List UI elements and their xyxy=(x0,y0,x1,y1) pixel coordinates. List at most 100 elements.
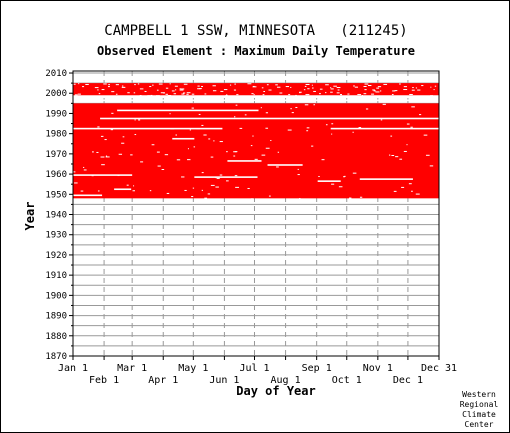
missing-day-speck xyxy=(226,180,229,182)
credit-line-2: Regional xyxy=(459,400,499,409)
missing-day-speck xyxy=(391,94,394,96)
x-tick-label-top: Dec 31 xyxy=(421,363,457,374)
missing-day-speck xyxy=(307,88,310,90)
missing-day-speck xyxy=(330,91,333,93)
missing-day-speck xyxy=(138,119,141,121)
missing-day-speck xyxy=(155,95,160,97)
missing-day-speck xyxy=(82,86,85,88)
missing-day-speck xyxy=(216,177,220,179)
missing-day-speck xyxy=(165,93,168,95)
missing-day-speck xyxy=(295,94,297,96)
missing-day-speck xyxy=(265,127,269,129)
chart-title: CAMPBELL 1 SSW, MINNESOTA (211245) xyxy=(104,23,408,39)
missing-day-speck xyxy=(118,153,123,155)
missing-day-speck xyxy=(276,166,279,168)
missing-day-speck xyxy=(251,93,254,95)
missing-day-speck xyxy=(74,182,78,184)
missing-day-speck xyxy=(219,141,223,143)
missing-day-speck xyxy=(336,87,341,89)
missing-day-speck xyxy=(279,92,283,94)
missing-day-speck xyxy=(306,130,309,132)
missing-day-speck xyxy=(74,94,78,96)
missing-day-speck xyxy=(73,83,76,85)
missing-day-speck xyxy=(149,190,152,192)
missing-day-speck xyxy=(247,187,250,189)
missing-day-speck xyxy=(409,94,413,96)
missing-day-speck xyxy=(383,83,388,85)
missing-day-speck xyxy=(204,197,208,199)
y-axis-label: Year xyxy=(23,201,37,231)
missing-day-speck xyxy=(167,95,172,97)
missing-day-speck xyxy=(149,86,152,88)
missing-day-speck xyxy=(193,146,196,148)
missing-day-speck xyxy=(411,89,415,91)
missing-day-speck xyxy=(156,151,160,153)
missing-day-speck xyxy=(406,144,408,146)
missing-day-speck xyxy=(198,113,201,115)
missing-day-speck xyxy=(429,165,434,167)
missing-day-speck xyxy=(318,176,320,178)
missing-day-speck xyxy=(197,88,201,90)
missing-day-speck xyxy=(150,94,153,96)
missing-day-speck xyxy=(361,95,364,97)
missing-day-speck xyxy=(371,93,375,95)
missing-day-speck xyxy=(210,184,215,186)
missing-day-speck xyxy=(97,190,100,192)
credit-line-3: Climate xyxy=(462,410,496,419)
missing-day-speck xyxy=(261,87,264,89)
missing-day-speck xyxy=(260,107,262,109)
missing-day-speck xyxy=(229,84,232,86)
missing-day-speck xyxy=(250,145,253,147)
missing-day-speck xyxy=(191,107,194,109)
missing-day-speck xyxy=(421,85,424,87)
missing-day-speck xyxy=(144,91,147,93)
missing-day-speck xyxy=(184,189,187,191)
missing-day-speck xyxy=(223,89,228,91)
missing-day-speck xyxy=(213,140,215,142)
missing-day-speck xyxy=(134,134,137,136)
missing-day-speck xyxy=(303,89,306,91)
missing-day-speck xyxy=(403,150,407,152)
missing-day-speck xyxy=(186,92,191,94)
y-tick-label: 1900 xyxy=(45,291,67,301)
missing-day-speck xyxy=(115,84,119,86)
missing-day-speck xyxy=(430,95,433,97)
missing-day-speck xyxy=(330,88,334,90)
missing-day-speck xyxy=(132,190,135,192)
missing-day-speck xyxy=(134,119,136,121)
missing-day-speck xyxy=(220,90,224,92)
missing-day-speck xyxy=(305,94,310,96)
missing-day-speck xyxy=(140,161,144,163)
x-tick-label-bottom: Aug 1 xyxy=(271,375,301,386)
missing-day-speck xyxy=(311,145,314,147)
x-axis-label: Day of Year xyxy=(236,384,316,398)
missing-day-speck xyxy=(201,189,203,191)
missing-day-speck xyxy=(107,86,110,88)
missing-day-speck xyxy=(352,172,357,174)
missing-day-speck xyxy=(250,198,254,200)
missing-day-speck xyxy=(288,94,291,96)
missing-day-speck xyxy=(151,144,155,146)
missing-day-speck xyxy=(181,176,185,178)
missing-day-speck xyxy=(433,89,435,91)
y-tick-label: 1890 xyxy=(45,312,67,322)
missing-day-speck xyxy=(191,196,194,198)
missing-day-speck xyxy=(127,92,130,94)
missing-day-speck xyxy=(266,84,269,86)
missing-day-speck xyxy=(331,133,333,135)
missing-day-speck xyxy=(412,87,414,89)
missing-day-speck xyxy=(239,127,243,129)
missing-day-speck xyxy=(94,87,99,89)
credit-line-1: Western xyxy=(462,390,496,399)
missing-day-speck xyxy=(364,83,369,85)
x-tick-label-bottom: Dec 1 xyxy=(393,375,423,386)
missing-day-speck xyxy=(275,84,278,86)
missing-day-speck xyxy=(295,106,298,108)
missing-day-speck xyxy=(210,156,214,158)
missing-day-speck xyxy=(179,88,182,90)
missing-day-speck xyxy=(265,147,270,149)
missing-day-speck xyxy=(201,172,204,174)
missing-day-speck xyxy=(352,131,354,133)
missing-data-gap xyxy=(330,127,439,130)
